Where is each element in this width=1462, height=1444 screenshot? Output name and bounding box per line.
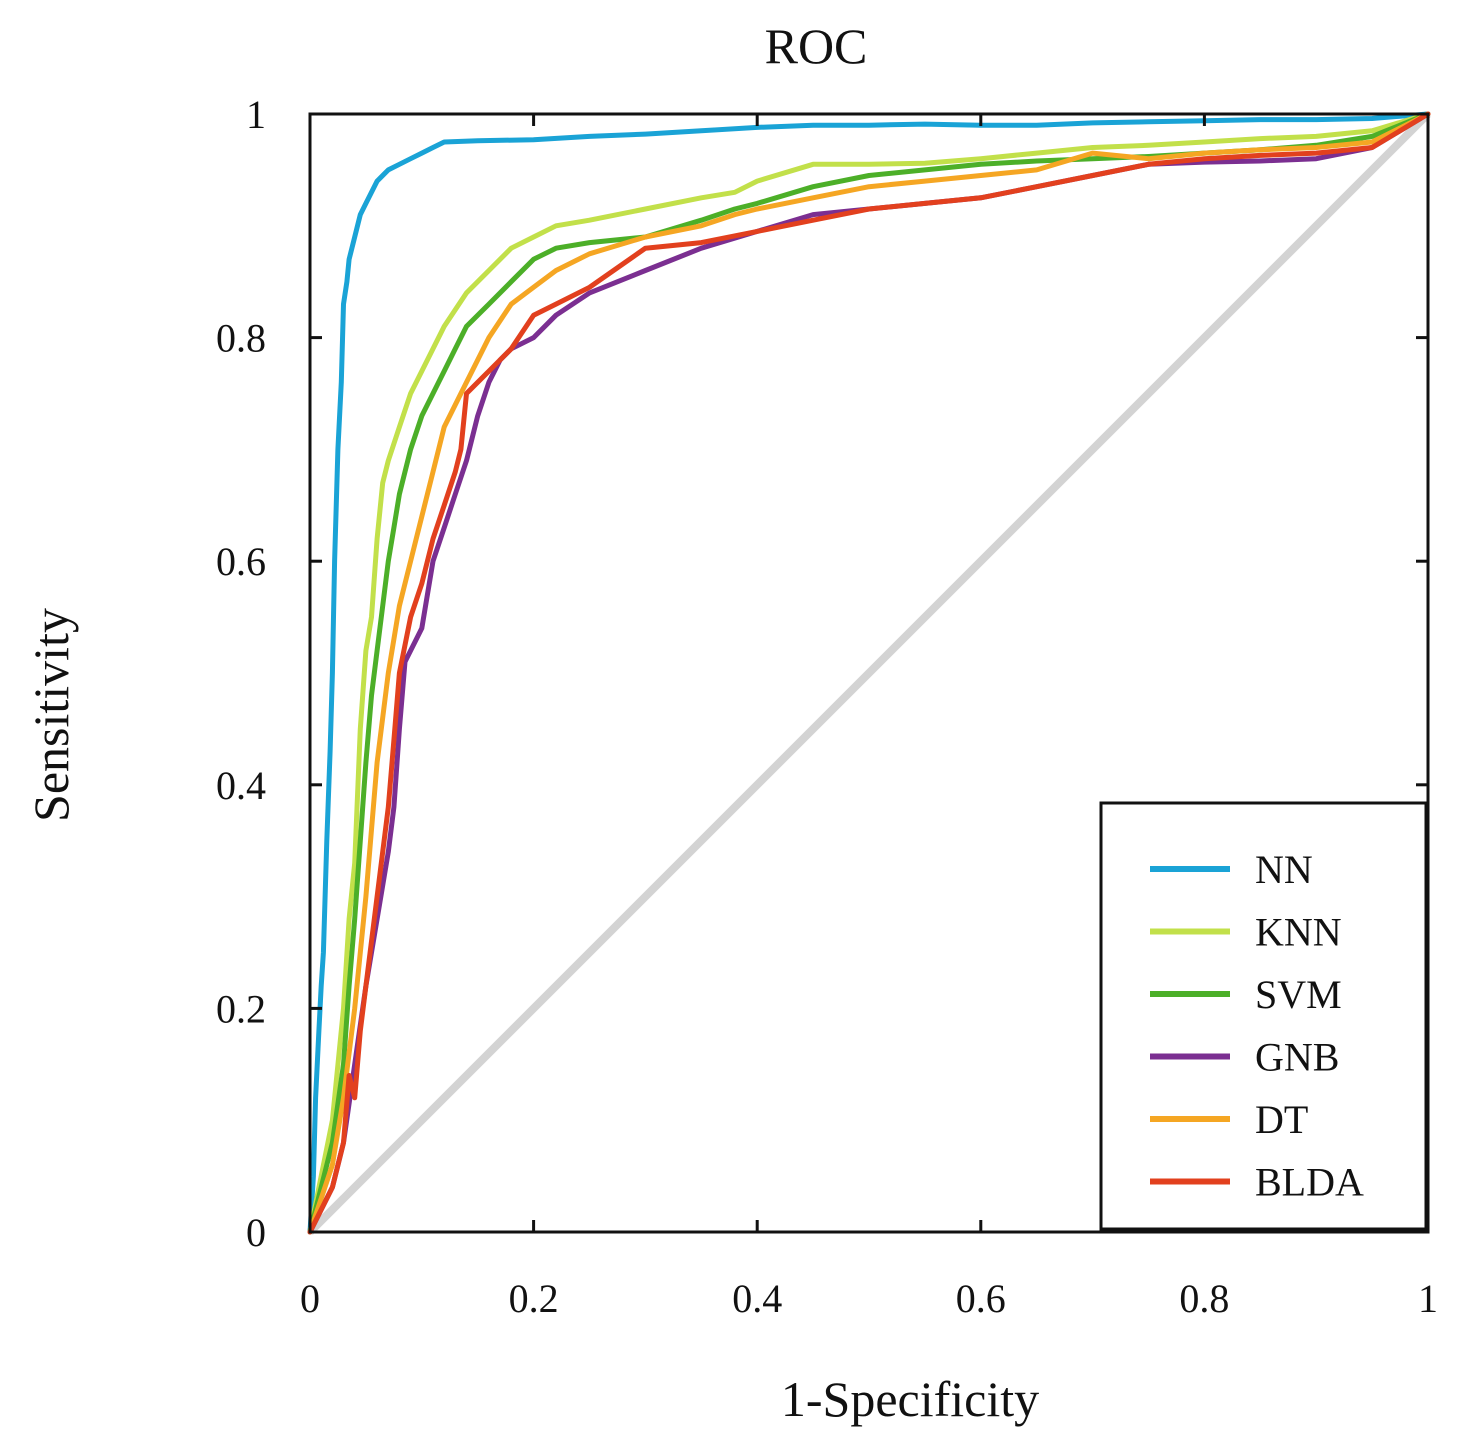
legend-label-nn: NN: [1255, 847, 1313, 892]
legend: NN KNN SVM GNB DT BLDA: [1099, 801, 1428, 1231]
x-tick-label: 1: [1418, 1276, 1438, 1321]
legend-label-knn: KNN: [1255, 910, 1342, 955]
chance-diagonal-line: [307, 111, 1431, 1235]
y-tick-label: 0: [246, 1210, 266, 1255]
series-line-blda: [307, 111, 1431, 1235]
plot-frame: [308, 112, 1430, 1234]
x-tick-label: 0: [300, 1276, 320, 1321]
x-tick-label: 0.6: [956, 1276, 1006, 1321]
chart-title: ROC: [765, 18, 868, 74]
plot-area: [307, 111, 1431, 1235]
x-tick-label: 0.8: [1179, 1276, 1229, 1321]
series-line-knn: [307, 111, 1431, 1235]
y-tick-label: 0.4: [216, 763, 266, 808]
x-tick-label: 0.4: [732, 1276, 782, 1321]
legend-label-gnb: GNB: [1255, 1035, 1339, 1080]
x-tick-label: 0.2: [509, 1276, 559, 1321]
x-axis-label: 1-Specificity: [781, 1371, 1039, 1427]
legend-box: [1099, 801, 1428, 1231]
legend-label-svm: SVM: [1255, 972, 1342, 1017]
axis-ticks: 0 0.2 0.4 0.6 0.8 1 0 0.2 0.4 0.6 0.8 1: [216, 92, 1438, 1321]
y-tick-label: 0.8: [216, 316, 266, 361]
y-tick-label: 0.2: [216, 986, 266, 1031]
legend-label-blda: BLDA: [1255, 1160, 1364, 1205]
series-line-dt: [307, 111, 1431, 1235]
y-tick-label: 1: [246, 92, 266, 137]
series-line-nn: [307, 111, 1431, 1235]
y-tick-label: 0.6: [216, 539, 266, 584]
legend-label-dt: DT: [1255, 1097, 1308, 1142]
y-axis-label: Sensitivity: [23, 608, 79, 822]
